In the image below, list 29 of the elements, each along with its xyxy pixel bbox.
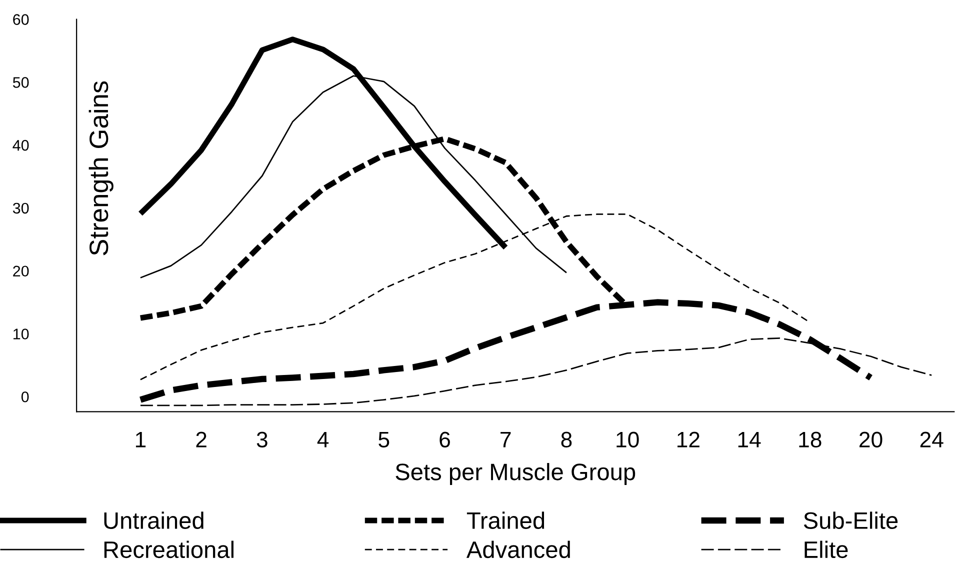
y-tick-label: 20 (13, 266, 29, 277)
legend-label: Elite (804, 540, 848, 558)
x-tick-label: 12 (678, 432, 700, 448)
x-tick-label: 14 (738, 432, 761, 448)
x-tick-label: 5 (378, 432, 390, 448)
legend-label: Recreational (104, 540, 234, 558)
y-tick-label: 10 (14, 328, 29, 340)
x-tick-label: 18 (799, 432, 822, 448)
y-axis-title: Strength Gains (88, 81, 114, 256)
x-tick-label: 10 (616, 432, 639, 448)
legend-label: Advanced (466, 540, 570, 558)
x-tick-label: 3 (256, 432, 268, 448)
y-tick-label: 0 (21, 391, 29, 402)
x-tick-label: 20 (860, 432, 882, 448)
x-axis-title: Sets per Muscle Group (396, 462, 636, 485)
x-tick-label: 4 (317, 432, 329, 448)
legend-label: Untrained (104, 512, 204, 529)
legend-label: Trained (466, 512, 544, 529)
x-tick-label: 2 (196, 432, 206, 448)
x-tick-label: 24 (920, 432, 944, 448)
y-tick-label: 50 (12, 77, 29, 88)
y-tick-label: 30 (12, 202, 29, 214)
x-tick-label: 1 (136, 432, 146, 448)
x-tick-label: 7 (500, 432, 511, 448)
x-tick-label: 8 (561, 432, 572, 448)
legend-label: Sub-Elite (804, 512, 898, 529)
x-tick-label: 6 (440, 432, 450, 448)
y-tick-label: 60 (13, 14, 29, 25)
y-tick-label: 40 (12, 140, 29, 151)
